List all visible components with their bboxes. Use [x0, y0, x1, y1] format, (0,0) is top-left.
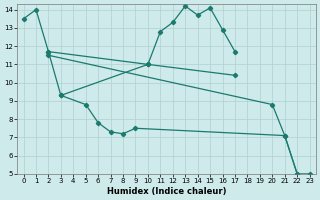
X-axis label: Humidex (Indice chaleur): Humidex (Indice chaleur): [107, 187, 226, 196]
